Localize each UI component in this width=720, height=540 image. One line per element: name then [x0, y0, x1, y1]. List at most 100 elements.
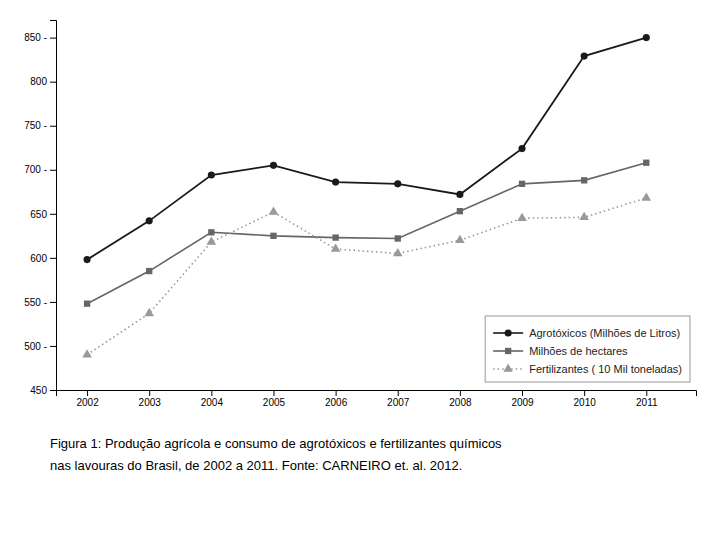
tick-mark: [50, 126, 56, 127]
x-axis-line: [57, 391, 697, 397]
tick: 2002: [76, 390, 99, 408]
marker: [208, 171, 215, 178]
marker: [146, 268, 152, 274]
marker: [643, 34, 650, 41]
tick-label: 700 -: [24, 164, 47, 175]
marker: [581, 177, 587, 183]
x-axis: 2002 2003 2004 2005 2006 2007 2008 2009 2010 2011: [57, 390, 697, 408]
tick-mark: [50, 214, 56, 215]
chart: 2002 2003 2004 2005 2006 2007 2008 2009 2010 2011…: [0, 0, 720, 540]
line: [87, 38, 646, 260]
tick-label: 2004: [201, 397, 224, 408]
tick: 850 -: [24, 32, 56, 43]
tick: 2006: [325, 390, 348, 408]
series: [84, 160, 650, 307]
tick-label: 2005: [263, 397, 286, 408]
caption-line: Figura 1: Produção agrícola e consumo de…: [50, 436, 502, 451]
tick-label: 600: [30, 253, 47, 264]
legend-item: Fertilizantes ( 10 Mil toneladas): [493, 363, 682, 375]
tick-mark: [50, 170, 56, 171]
tick-label: 2010: [574, 397, 597, 408]
marker: [519, 181, 525, 187]
marker: [332, 234, 338, 240]
tick-mark: [50, 82, 56, 83]
tick-label: 800: [30, 76, 47, 87]
marker: [83, 256, 90, 263]
tick-mark: [87, 390, 88, 396]
tick-label: 650: [30, 209, 47, 220]
tick: 2005: [263, 390, 286, 408]
marker: [146, 217, 153, 224]
series-group: [82, 34, 651, 357]
tick-label: 2011: [636, 397, 658, 408]
legend-swatch-marker: [503, 363, 513, 371]
legend-label: Agrotóxicos (Milhões de Litros): [529, 327, 680, 339]
tick-mark: [398, 390, 399, 396]
marker: [641, 192, 651, 200]
legend-swatch-marker: [505, 348, 511, 354]
marker: [331, 243, 341, 251]
legend-item: Agrotóxicos (Milhões de Litros): [493, 327, 680, 339]
series: [83, 34, 649, 263]
marker: [208, 229, 214, 235]
marker: [269, 206, 279, 214]
tick: 600: [30, 253, 56, 264]
tick-mark: [50, 258, 56, 259]
legend-label: Fertilizantes ( 10 Mil toneladas): [529, 363, 682, 375]
tick-label: 850 -: [24, 32, 47, 43]
tick-mark: [273, 390, 274, 396]
tick-mark: [50, 346, 56, 347]
line: [87, 163, 646, 304]
marker: [332, 179, 339, 186]
tick-mark: [50, 38, 56, 39]
tick: 500 -: [24, 341, 56, 352]
marker: [456, 191, 463, 198]
tick: 2009: [511, 390, 534, 408]
tick-mark: [646, 390, 647, 396]
tick-mark: [149, 390, 150, 396]
marker: [579, 212, 589, 220]
tick-label: 750 -: [24, 120, 47, 131]
tick-mark: [522, 390, 523, 396]
tick: 750 -: [24, 120, 56, 131]
tick-label: 550 -: [24, 297, 47, 308]
tick-label: 2003: [139, 397, 162, 408]
tick-mark: [584, 390, 585, 396]
marker: [270, 233, 276, 239]
tick: 2010: [574, 390, 597, 408]
marker: [394, 180, 401, 187]
marker: [581, 53, 588, 60]
tick-label: 2006: [325, 397, 348, 408]
tick-label: 2008: [449, 397, 472, 408]
marker: [395, 235, 401, 241]
tick: 700 -: [24, 164, 56, 175]
tick-label: 500 -: [24, 341, 47, 352]
marker: [207, 236, 217, 244]
caption: Figura 1: Produção agrícola e consumo de…: [50, 436, 502, 473]
y-axis-line: [50, 21, 57, 391]
marker: [518, 145, 525, 152]
marker: [455, 235, 465, 243]
marker: [643, 160, 649, 166]
tick-mark: [460, 390, 461, 396]
tick-label: 2002: [76, 397, 99, 408]
legend-swatch-marker: [505, 329, 512, 336]
tick: 450: [30, 385, 56, 396]
marker: [270, 162, 277, 169]
tick: 650: [30, 209, 56, 220]
marker: [82, 349, 92, 357]
marker: [144, 308, 154, 316]
tick-mark: [211, 390, 212, 396]
legend: Agrotóxicos (Milhões de Litros) Milhões d…: [485, 316, 690, 382]
y-axis: 450 500 - 550 - 600 650 700 - 750 - 800 850 -: [24, 21, 56, 396]
marker: [517, 213, 527, 221]
marker: [393, 248, 403, 256]
legend-label: Milhões de hectares: [529, 345, 628, 357]
tick: 2011: [636, 390, 658, 408]
tick: 2007: [387, 390, 410, 408]
tick: 2003: [139, 390, 162, 408]
marker: [457, 208, 463, 214]
caption-line: nas lavouras do Brasil, de 2002 a 2011. …: [50, 458, 462, 473]
legend-frame: [485, 316, 690, 382]
marker: [84, 301, 90, 307]
